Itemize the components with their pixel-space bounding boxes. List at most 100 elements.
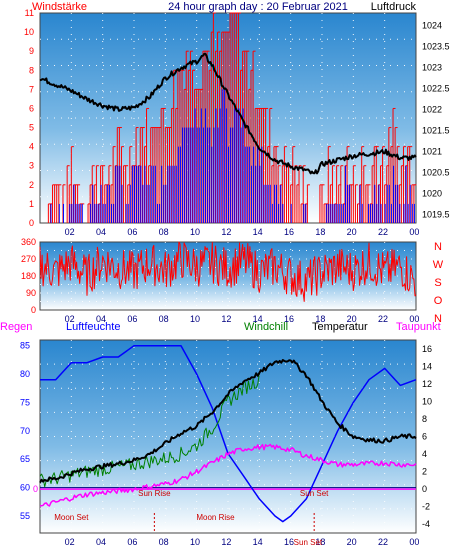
pressure-tick-label: 1022 <box>422 105 442 115</box>
climate-x-tick-label: 22 <box>378 537 388 547</box>
temperature-tick-label: 10 <box>422 396 432 406</box>
climate-x-tick-label: 10 <box>190 537 200 547</box>
temperature-tick-label: 6 <box>422 432 427 442</box>
climate-x-tick-label: 20 <box>347 537 357 547</box>
humidity-tick-label: 65 <box>20 454 30 464</box>
direction-x-tick-label: 12 <box>221 314 231 324</box>
direction-tick-label: 180 <box>21 271 36 281</box>
legend-temperatur: Temperatur <box>312 321 368 333</box>
wind-tick-label: 11 <box>25 8 34 18</box>
wind-x-tick-label: 06 <box>127 227 137 237</box>
wind-tick-label: 9 <box>29 46 34 56</box>
direction-x-tick-label: 10 <box>190 314 200 324</box>
direction-tick-label: 360 <box>21 237 36 247</box>
wind-x-tick-label: 14 <box>253 227 263 237</box>
compass-label: S <box>434 277 441 289</box>
wind-x-tick-label: 08 <box>159 227 169 237</box>
wind-tick-label: 1 <box>29 199 34 209</box>
pressure-tick-label: 1021 <box>422 147 442 157</box>
direction-x-tick-label: 06 <box>127 314 137 324</box>
wind-x-tick-label: 10 <box>190 227 200 237</box>
humidity-line <box>40 344 417 523</box>
direction-x-tick-label: 00 <box>409 314 419 324</box>
humidity-tick-label: 80 <box>20 369 30 379</box>
wind-tick-label: 5 <box>29 123 34 133</box>
climate-x-tick-label: 18 <box>315 537 325 547</box>
temperature-tick-label: 0 <box>422 484 427 494</box>
humidity-tick-label: 75 <box>20 397 30 407</box>
pressure-tick-label: 1020 <box>422 189 442 199</box>
pressure-tick-label: 1023.5 <box>422 42 450 52</box>
compass-label: N <box>434 241 442 253</box>
direction-x-tick-label: 18 <box>315 314 325 324</box>
legend-regen: Regen <box>0 321 32 333</box>
compass-label: W <box>433 259 444 271</box>
direction-x-tick-label: 22 <box>378 314 388 324</box>
wind-direction-line <box>39 241 417 302</box>
wind-x-tick-label: 02 <box>65 227 75 237</box>
temperature-tick-label: 16 <box>422 344 432 354</box>
temperature-tick-label: -4 <box>422 519 430 529</box>
temperature-tick-label: 8 <box>422 414 427 424</box>
compass-label: N <box>434 313 442 325</box>
legend-windchill: Windchill <box>244 321 288 333</box>
temperature-tick-label: -2 <box>422 502 430 512</box>
direction-tick-label: 0 <box>31 305 36 315</box>
pressure-tick-label: 1021.5 <box>422 126 450 136</box>
climate-x-tick-label: 08 <box>159 537 169 547</box>
climate-x-tick-label: 16 <box>284 537 294 547</box>
climate-x-tick-label: 06 <box>127 537 137 547</box>
direction-x-tick-label: 14 <box>253 314 263 324</box>
humidity-tick-label: 85 <box>20 341 30 351</box>
temperature-tick-label: 2 <box>422 467 427 477</box>
legend-taupunkt: Taupunkt <box>396 321 441 333</box>
humidity-tick-label: 70 <box>20 426 30 436</box>
pressure-line <box>39 52 417 175</box>
wind-tick-label: 0 <box>29 218 34 228</box>
temperature-tick-label: 12 <box>422 379 432 389</box>
humidity-tick-label: 60 <box>20 483 30 493</box>
climate-x-tick-label: 04 <box>96 537 106 547</box>
wind-x-tick-label: 04 <box>96 227 106 237</box>
temperature-tick-label: 4 <box>422 449 427 459</box>
direction-tick-label: 270 <box>21 254 36 264</box>
pressure-tick-label: 1023 <box>422 63 442 73</box>
pressure-tick-label: 1024 <box>422 21 442 31</box>
pressure-tick-label: 1020.5 <box>422 168 450 178</box>
climate-x-tick-label: 02 <box>65 537 75 547</box>
wind-tick-label: 7 <box>29 84 34 94</box>
direction-x-tick-label: 02 <box>65 314 75 324</box>
direction-tick-label: 90 <box>26 288 36 298</box>
sun-moon-annotation: Sun Set <box>300 489 329 498</box>
chart-title: 24 hour graph day : 20 Februar 2021 <box>168 1 348 13</box>
climate-x-tick-label: 12 <box>221 537 231 547</box>
sun-moon-annotation: Moon Rise <box>196 513 235 522</box>
direction-x-tick-label: 20 <box>347 314 357 324</box>
wind-tick-label: 2 <box>29 180 34 190</box>
wind-x-tick-label: 00 <box>409 227 419 237</box>
wind-tick-label: 8 <box>29 65 34 75</box>
wind-tick-label: 6 <box>29 103 34 113</box>
temperature-line <box>39 359 417 484</box>
direction-x-tick-label: 04 <box>96 314 106 324</box>
temperature-tick-label: 14 <box>422 361 432 371</box>
dewpoint-line <box>39 443 417 507</box>
sun-moon-annotation: Sun Set <box>294 538 323 547</box>
pressure-axis-title: Luftdruck <box>371 1 417 13</box>
wind-x-tick-label: 12 <box>221 227 231 237</box>
climate-x-tick-label: 00 <box>409 537 419 547</box>
direction-x-tick-label: 16 <box>284 314 294 324</box>
compass-label: O <box>434 295 443 307</box>
climate-x-tick-label: 14 <box>253 537 263 547</box>
pressure-tick-label: 1019.5 <box>422 210 450 220</box>
wind-axis-title: Windstärke <box>32 1 87 13</box>
wind-tick-label: 4 <box>29 142 34 152</box>
rain-zero-label: 0 <box>33 484 38 494</box>
wind-x-tick-label: 16 <box>284 227 294 237</box>
sun-moon-annotation: Sun Rise <box>138 489 171 498</box>
humidity-tick-label: 55 <box>20 511 30 521</box>
pressure-tick-label: 1022.5 <box>422 84 450 94</box>
wind-tick-label: 3 <box>29 161 34 171</box>
